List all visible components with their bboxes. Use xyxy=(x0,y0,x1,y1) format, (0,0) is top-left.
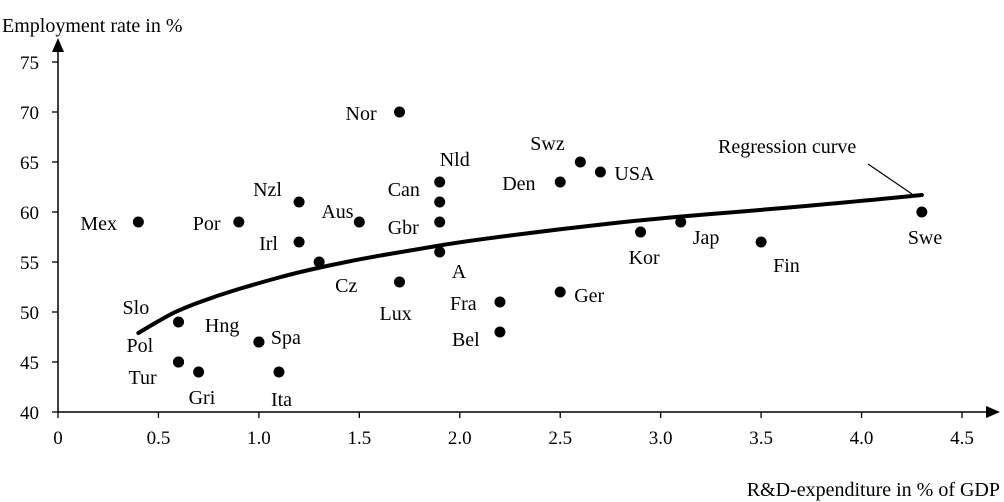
point-gbr xyxy=(434,216,446,228)
point-label-usa: USA xyxy=(614,163,655,185)
point-jap xyxy=(675,216,687,228)
point-aus xyxy=(353,216,365,228)
point-label-slo: Slo xyxy=(123,297,150,319)
point-kor xyxy=(635,226,647,238)
point-por xyxy=(233,216,245,228)
point-label-mex: Mex xyxy=(80,213,117,235)
point-label-aus: Aus xyxy=(321,201,353,223)
point-label-gbr: Gbr xyxy=(388,217,419,239)
point-label-fra: Fra xyxy=(450,293,477,315)
point-bel xyxy=(494,326,506,338)
point-label-nld: Nld xyxy=(440,149,470,171)
point-label-bel: Bel xyxy=(452,329,480,351)
point-label-fin: Fin xyxy=(773,255,800,277)
point-label-a: A xyxy=(452,261,467,283)
y-tick-label: 75 xyxy=(20,53,39,74)
y-tick-label: 55 xyxy=(20,253,39,274)
point-label-swz: Swz xyxy=(530,133,565,155)
point-label-kor: Kor xyxy=(629,247,660,269)
y-axis-arrow xyxy=(52,38,64,52)
point-label-por: Por xyxy=(193,213,221,235)
x-tick-label: 3.5 xyxy=(749,428,773,449)
point-label-swe: Swe xyxy=(908,227,943,249)
point-swe xyxy=(916,206,928,218)
data-points: Mex Por Nzl Irl Aus Cz Nor Lux Nld Can Gbr A Fra Bel D… xyxy=(80,103,942,411)
x-tick-label: 4.0 xyxy=(850,428,874,449)
x-tick-label: 1.0 xyxy=(247,428,271,449)
regression-curve-layer: Regression curve xyxy=(136,136,924,335)
point-ita xyxy=(273,366,285,378)
x-tick-label: 1.5 xyxy=(347,428,371,449)
regression-curve xyxy=(136,193,924,335)
x-tick-label: 2.5 xyxy=(548,428,572,449)
y-tick-label: 60 xyxy=(20,203,39,224)
x-tick-label: 2.0 xyxy=(448,428,472,449)
point-can xyxy=(434,196,446,208)
point-label-nor: Nor xyxy=(346,103,377,125)
x-tick-label: 3.0 xyxy=(649,428,673,449)
point-a xyxy=(434,246,446,258)
point-usa xyxy=(594,166,606,178)
point-label-pol: Pol xyxy=(127,335,154,357)
point-label-can: Can xyxy=(388,179,420,201)
point-label-hng: Hng xyxy=(205,315,239,337)
point-label-nzl: Nzl xyxy=(253,179,282,201)
point-label-ger: Ger xyxy=(574,285,604,307)
point-irl xyxy=(293,236,305,248)
point-label-tur: Tur xyxy=(129,367,158,389)
regression-callout-line xyxy=(867,163,913,195)
point-fin xyxy=(755,236,767,248)
point-nld xyxy=(434,176,446,188)
y-axis-title: Employment rate in % xyxy=(2,15,183,37)
point-nor xyxy=(394,106,406,118)
point-label-lux: Lux xyxy=(380,303,412,325)
point-ger xyxy=(554,286,566,298)
point-swz xyxy=(574,156,586,168)
y-tick-label: 70 xyxy=(20,103,39,124)
x-axis-title: R&D-expenditure in % of GDP xyxy=(747,479,1000,501)
y-tick-label: 50 xyxy=(20,303,39,324)
y-tick-label: 40 xyxy=(20,403,39,424)
x-tick-label: 0 xyxy=(53,428,63,449)
y-tick-label: 45 xyxy=(20,353,39,374)
axes xyxy=(52,38,1000,418)
point-label-gri: Gri xyxy=(189,387,216,409)
point-nzl xyxy=(293,196,305,208)
x-tick-label: 4.5 xyxy=(950,428,974,449)
point-den xyxy=(554,176,566,188)
point-mex xyxy=(132,216,144,228)
point-cz xyxy=(313,256,325,268)
point-label-irl: Irl xyxy=(259,233,278,255)
x-tick-label: 0.5 xyxy=(147,428,171,449)
point-fra xyxy=(494,296,506,308)
point-label-cz: Cz xyxy=(335,275,357,297)
axis-ticks: 0 0.5 1.0 1.5 2.0 2.5 3.0 3.5 4.0 4.5 40 45 50 55 60 65… xyxy=(20,53,974,449)
point-gri xyxy=(193,366,205,378)
point-label-ita: Ita xyxy=(271,389,292,411)
y-tick-label: 65 xyxy=(20,153,39,174)
point-spa xyxy=(253,336,265,348)
point-tur xyxy=(173,356,185,368)
point-slo xyxy=(173,316,185,328)
point-label-den: Den xyxy=(502,173,535,195)
point-label-spa: Spa xyxy=(271,327,301,349)
x-axis-arrow xyxy=(986,406,1000,418)
point-lux xyxy=(394,276,406,288)
point-label-jap: Jap xyxy=(693,227,720,249)
regression-curve-label: Regression curve xyxy=(718,136,856,158)
